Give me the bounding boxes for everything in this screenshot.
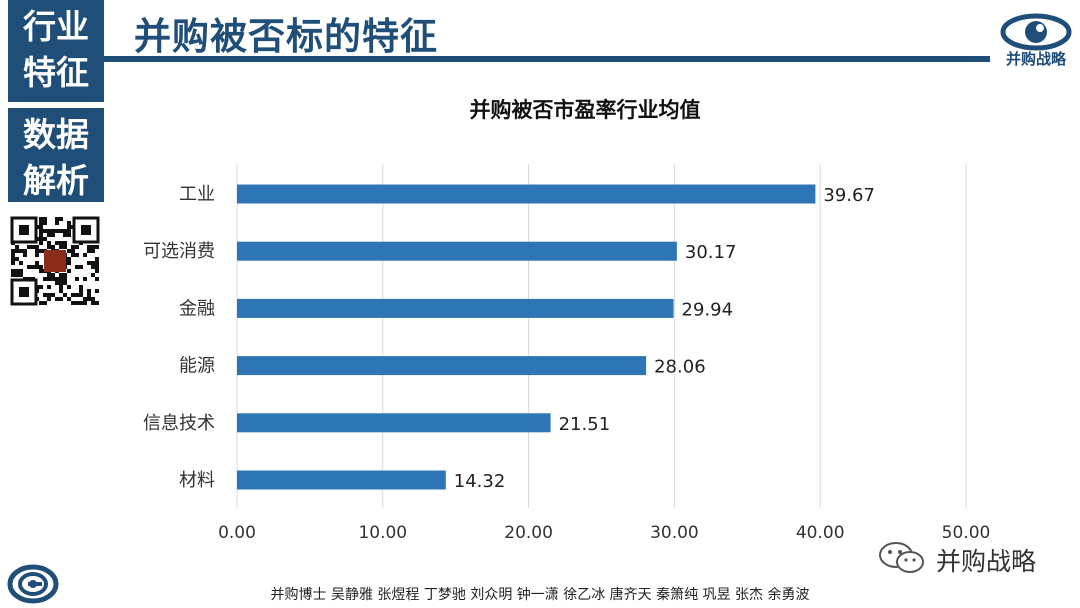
page-title: 并购被否标的特征 (134, 15, 438, 58)
data-label: 30.17 (685, 242, 737, 263)
sidebar-line: 行业 (23, 7, 89, 46)
authors-credit: 并购博士 吴静雅 张煜程 丁梦驰 刘众明 钟一潇 徐乙冰 唐齐天 秦箫纯 巩昱 … (270, 587, 810, 603)
category-label: 信息技术 (143, 413, 215, 434)
x-tick-label: 0.00 (218, 523, 256, 543)
data-label: 29.94 (682, 299, 734, 320)
x-tick-label: 10.00 (358, 523, 407, 543)
footer-logo-icon (7, 564, 59, 604)
sidebar-line: 解析 (23, 161, 89, 200)
title-divider (104, 56, 990, 62)
category-label: 金融 (179, 298, 215, 319)
bar[interactable] (237, 470, 446, 490)
eye-logo-icon (1000, 13, 1072, 51)
bar[interactable] (237, 184, 816, 204)
data-label: 28.06 (654, 357, 706, 378)
sidebar-line: 数据 (23, 115, 89, 154)
sidebar-section-data: 数据 解析 (8, 108, 104, 202)
x-tick-label: 50.00 (942, 523, 991, 543)
sidebar-line: 特征 (23, 53, 89, 92)
x-tick-label: 30.00 (650, 523, 699, 543)
brand-name: 并购战略 (1005, 50, 1066, 68)
data-label: 21.51 (559, 414, 611, 435)
data-label: 39.67 (823, 185, 875, 206)
category-label: 工业 (179, 184, 215, 205)
qr-code-icon[interactable] (10, 216, 100, 306)
data-label: 14.32 (454, 471, 506, 492)
x-tick-label: 40.00 (796, 523, 845, 543)
chart-title: 并购被否市盈率行业均值 (470, 98, 701, 122)
bar[interactable] (237, 413, 551, 433)
bar[interactable] (237, 356, 647, 376)
x-tick-label: 20.00 (504, 523, 553, 543)
wechat-icon (879, 542, 924, 573)
sidebar-section-industry: 行业 特征 (8, 0, 104, 102)
category-label: 材料 (179, 470, 215, 491)
category-label: 可选消费 (143, 241, 215, 262)
bar[interactable] (237, 241, 677, 261)
category-label: 能源 (179, 356, 215, 377)
bar[interactable] (237, 298, 674, 318)
wechat-account-name: 并购战略 (936, 547, 1037, 576)
